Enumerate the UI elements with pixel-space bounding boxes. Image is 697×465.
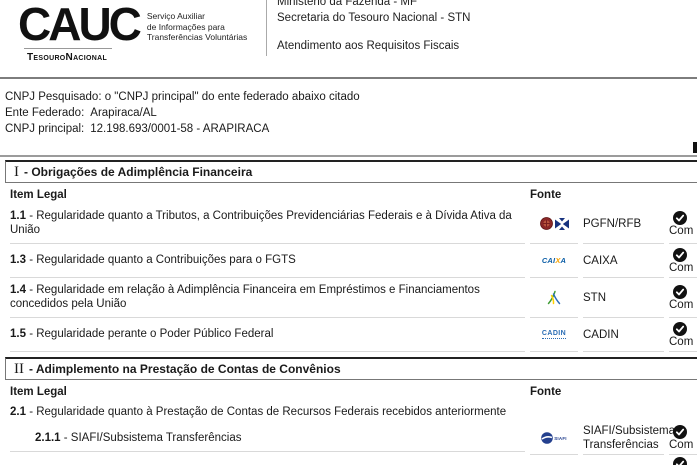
check-circle-icon: [673, 247, 687, 262]
rfb-icon: [554, 217, 569, 230]
item-number: 1.3: [10, 254, 26, 266]
table-row: 1.4 - Regularidade em relação à Adimplên…: [10, 278, 697, 318]
section-ii-table: Item Legal Fonte 2.1 - Regularidade quan…: [0, 380, 697, 465]
item-text: - Regularidade perante o Poder Público F…: [29, 328, 274, 340]
org-line-ministry: Ministério da Fazenda - MF: [277, 0, 417, 8]
logo-subtitle-line: Serviço Auxiliar: [146, 11, 205, 21]
status-label: Com: [669, 224, 694, 237]
cnpj-principal-label: CNPJ principal:: [5, 123, 85, 135]
siafi-icon: SIAFI: [541, 432, 567, 444]
section-rule: [0, 155, 697, 157]
item-text: - Regularidade quanto à Prestação de Con…: [29, 406, 507, 418]
status-label: Com: [669, 439, 694, 451]
status-label: Com: [669, 261, 694, 274]
org-line-secretary: Secretaria do Tesouro Nacional - STN: [277, 12, 471, 24]
item-text: - Regularidade quanto a Tributos, a Cont…: [10, 210, 512, 236]
table-header-row: Item Legal Fonte: [10, 380, 697, 401]
clipped-edge-mark: [693, 142, 697, 153]
caixa-logo-icon: CAIXA: [541, 256, 567, 265]
query-block: CNPJ Pesquisado: o "CNPJ principal" do e…: [5, 89, 360, 137]
table-row: 1.1 - Regularidade quanto a Tributos, a …: [10, 204, 697, 244]
fonte-label: SIAFI/Subsistema Transferências: [583, 422, 675, 455]
status-label: Com: [669, 298, 694, 311]
item-number: 1.5: [10, 328, 26, 340]
pgfn-icon: [539, 217, 553, 230]
logo-subtitle: Serviço Auxiliar de Informações para Tra…: [147, 11, 247, 44]
section-ii-header: II - Adimplemento na Prestação de Contas…: [5, 357, 697, 380]
item-number: 2.1: [10, 406, 26, 418]
logo-subtitle-line: de Informações para: [146, 21, 225, 32]
cnpj-principal-value: 12.198.693/0001-58 - ARAPIRACA: [90, 123, 270, 135]
column-header-fonte: Fonte: [530, 386, 562, 398]
logo-subtitle-line: Transferências Voluntárias: [146, 32, 248, 42]
section-title: - Obrigações de Adimplência Financeira: [24, 165, 253, 179]
header-divider: [266, 0, 267, 56]
check-circle-icon: [673, 321, 687, 336]
check-circle-icon: [673, 425, 687, 439]
item-text: - Regularidade em relação à Adimplência …: [10, 284, 480, 310]
column-header-item-legal: Item Legal: [10, 386, 67, 398]
cnpj-principal-line: CNPJ principal: 12.198.693/0001-58 - ARAP…: [5, 121, 360, 137]
org-block: Ministério da Fazenda - MF Secretaria do…: [277, 0, 470, 54]
item-number: 1.1: [10, 210, 26, 222]
item-text: - SIAFI/Subsistema Transferências: [63, 431, 242, 444]
cauc-logo: CAUC Serviço Auxiliar de Informações par…: [18, 0, 247, 63]
column-header-item-legal: Item Legal: [10, 189, 67, 201]
fonte-label: CAIXA: [583, 244, 664, 278]
column-header-fonte: Fonte: [530, 189, 562, 201]
item-number: 1.4: [10, 284, 26, 296]
fonte-label: STN: [583, 278, 664, 318]
report-body: I - Obrigações de Adimplência Financeira…: [0, 160, 697, 465]
table-row: 2.1.1 - SIAFI/Subsistema Transferências …: [10, 422, 697, 455]
logo-divider: [24, 48, 112, 49]
fonte-label: PGFN/RFB: [583, 204, 664, 244]
status-label: Com: [669, 335, 694, 348]
section-numeral: I: [14, 163, 19, 180]
tesouro-nacional-brand: TesouroNacional: [27, 52, 108, 63]
table-row: 2.1 - Regularidade quanto à Prestação de…: [10, 401, 697, 422]
section-title: - Adimplemento na Prestação de Contas de…: [29, 362, 341, 376]
table-row: 1.3 - Regularidade quanto a Contribuiçõe…: [10, 244, 697, 278]
table-row-partial: [10, 455, 697, 465]
section-i-table: Item Legal Fonte 1.1 - Regularidade quan…: [0, 183, 697, 352]
check-circle-icon: [673, 210, 687, 225]
cauc-acronym: CAUC: [18, 0, 142, 50]
cnpj-search-note: CNPJ Pesquisado: o "CNPJ principal" do e…: [5, 91, 360, 103]
cadin-logo-icon: CADIN: [541, 330, 567, 339]
table-header-row: Item Legal Fonte: [10, 183, 697, 204]
table-row: 1.5 - Regularidade perante o Poder Públi…: [10, 318, 697, 352]
section-numeral: II: [14, 360, 24, 377]
check-circle-icon: [673, 457, 687, 465]
stn-icon: [546, 290, 562, 306]
item-number: 2.1.1: [35, 431, 61, 444]
section-i-header: I - Obrigações de Adimplência Financeira: [5, 160, 697, 183]
item-text: - Regularidade quanto a Contribuições pa…: [29, 254, 296, 266]
ente-federado-label: Ente Federado:: [5, 107, 85, 119]
fonte-label: CADIN: [583, 318, 664, 352]
ente-federado-value: Arapiraca/AL: [90, 107, 157, 119]
ente-federado-line: Ente Federado: Arapiraca/AL: [5, 105, 360, 121]
clipped-source-icon: [549, 461, 559, 465]
header-rule: [0, 77, 697, 79]
document-title: Atendimento aos Requisitos Fiscais: [277, 40, 460, 52]
check-circle-icon: [673, 284, 687, 299]
